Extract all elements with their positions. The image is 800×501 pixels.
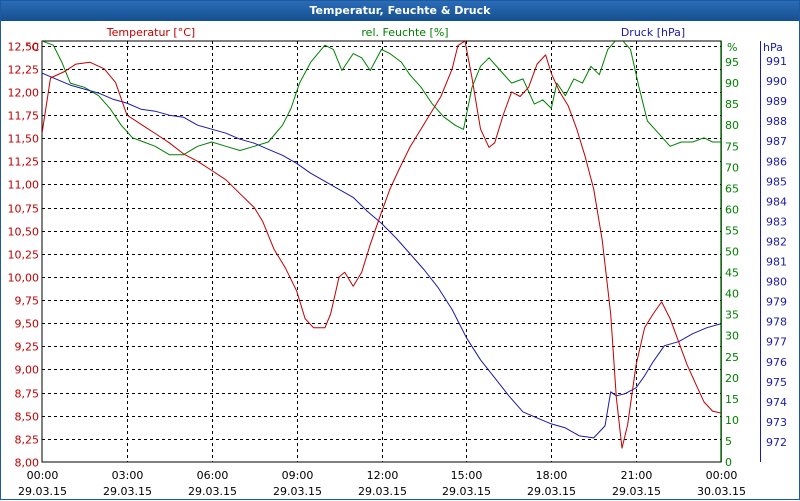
temperature-tick-label: 8,75	[15, 388, 40, 401]
pressure-axis-title: Druck [hPa]	[621, 26, 685, 39]
humidity-tick-label: 25	[725, 351, 739, 364]
x-tick-time: 09:00	[282, 469, 314, 482]
x-tick-date: 29.03.15	[527, 485, 576, 498]
temperature-tick-label: 11,00	[8, 179, 40, 192]
window-title: Temperatur, Feuchte & Druck	[1, 1, 799, 21]
x-tick-date: 29.03.15	[273, 485, 322, 498]
temperature-tick-label: 12,50	[8, 41, 40, 54]
temperature-tick-label: 11,50	[8, 133, 40, 146]
pressure-tick-label: 975	[766, 376, 787, 389]
pressure-tick-label: 978	[766, 316, 787, 329]
humidity-tick-label: 30	[725, 330, 739, 343]
pressure-tick-label: 983	[766, 215, 787, 228]
humidity-tick-label: 85	[725, 98, 739, 111]
temperature-tick-label: 8,25	[15, 434, 40, 447]
pressure-tick-label: 986	[766, 155, 787, 168]
temperature-tick-label: 10,25	[8, 249, 40, 262]
x-tick-date: 29.03.15	[442, 485, 491, 498]
humidity-tick-label: 75	[725, 140, 739, 153]
x-tick-time: 21:00	[621, 469, 653, 482]
humidity-tick-label: 0	[725, 456, 732, 469]
pressure-tick-label: 980	[766, 276, 787, 289]
x-tick-time: 00:00	[706, 469, 738, 482]
pressure-tick-label: 989	[766, 95, 787, 108]
pressure-tick-label: 987	[766, 135, 787, 148]
humidity-tick-label: 80	[725, 119, 739, 132]
humidity-tick-label: 50	[725, 246, 739, 259]
pressure-tick-label: 979	[766, 296, 787, 309]
x-tick-date: 30.03.15	[697, 485, 746, 498]
pressure-tick-label: 991	[766, 55, 787, 68]
x-tick-time: 12:00	[367, 469, 399, 482]
temperature-tick-label: 9,75	[15, 295, 40, 308]
pressure-tick-label: 990	[766, 75, 787, 88]
x-tick-date: 29.03.15	[18, 485, 67, 498]
humidity-tick-label: 45	[725, 267, 739, 280]
x-tick-date: 29.03.15	[103, 485, 152, 498]
temperature-tick-label: 8,00	[15, 457, 40, 470]
humidity-tick-label: 5	[725, 435, 732, 448]
plot-area	[41, 40, 722, 463]
temperature-tick-label: 9,00	[15, 364, 40, 377]
temperature-tick-label: 9,25	[15, 341, 40, 354]
humidity-tick-label: 90	[725, 77, 739, 90]
x-tick-time: 06:00	[197, 469, 229, 482]
temperature-tick-label: 12,25	[8, 64, 40, 77]
pressure-tick-label: 973	[766, 416, 787, 429]
humidity-tick-label: 65	[725, 182, 739, 195]
humidity-tick-label: 10	[725, 414, 739, 427]
series-line-temperature	[42, 41, 721, 449]
x-tick-date: 29.03.15	[358, 485, 407, 498]
x-tick-time: 00:00	[27, 469, 59, 482]
x-tick-time: 15:00	[451, 469, 483, 482]
pressure-tick-label: 985	[766, 175, 787, 188]
temperature-tick-label: 9,50	[15, 318, 40, 331]
temperature-tick-label: 8,50	[15, 411, 40, 424]
humidity-tick-label: 15	[725, 393, 739, 406]
pressure-tick-label: 972	[766, 436, 787, 449]
humidity-axis-title: rel. Feuchte [%]	[361, 26, 448, 39]
pressure-tick-label: 988	[766, 115, 787, 128]
temperature-tick-label: 10,50	[8, 226, 40, 239]
x-tick-date: 29.03.15	[612, 485, 661, 498]
pressure-tick-label: 977	[766, 336, 787, 349]
humidity-unit-label: %	[727, 41, 737, 54]
humidity-tick-label: 35	[725, 309, 739, 322]
temperature-axis-title: Temperatur [°C]	[106, 26, 195, 39]
pressure-tick-label: 982	[766, 235, 787, 248]
temperature-tick-label: 11,25	[8, 156, 40, 169]
pressure-tick-label: 976	[766, 356, 787, 369]
humidity-tick-label: 60	[725, 203, 739, 216]
humidity-tick-label: 55	[725, 224, 739, 237]
temperature-tick-label: 11,75	[8, 110, 40, 123]
x-tick-time: 18:00	[536, 469, 568, 482]
temperature-tick-label: 12,00	[8, 87, 40, 100]
temperature-tick-label: 10,00	[8, 272, 40, 285]
humidity-tick-label: 20	[725, 372, 739, 385]
pressure-tick-label: 984	[766, 195, 787, 208]
pressure-tick-label: 974	[766, 396, 787, 409]
humidity-tick-label: 70	[725, 161, 739, 174]
x-tick-time: 03:00	[112, 469, 144, 482]
pressure-tick-label: 981	[766, 256, 787, 269]
x-tick-date: 29.03.15	[188, 485, 237, 498]
temperature-unit-label: °C	[26, 41, 40, 54]
series-line-humidity	[42, 41, 721, 156]
series-line-pressure	[42, 72, 721, 439]
temperature-tick-label: 10,75	[8, 203, 40, 216]
humidity-tick-label: 95	[725, 56, 739, 69]
humidity-tick-label: 40	[725, 288, 739, 301]
pressure-unit-label: hPa	[763, 41, 783, 54]
